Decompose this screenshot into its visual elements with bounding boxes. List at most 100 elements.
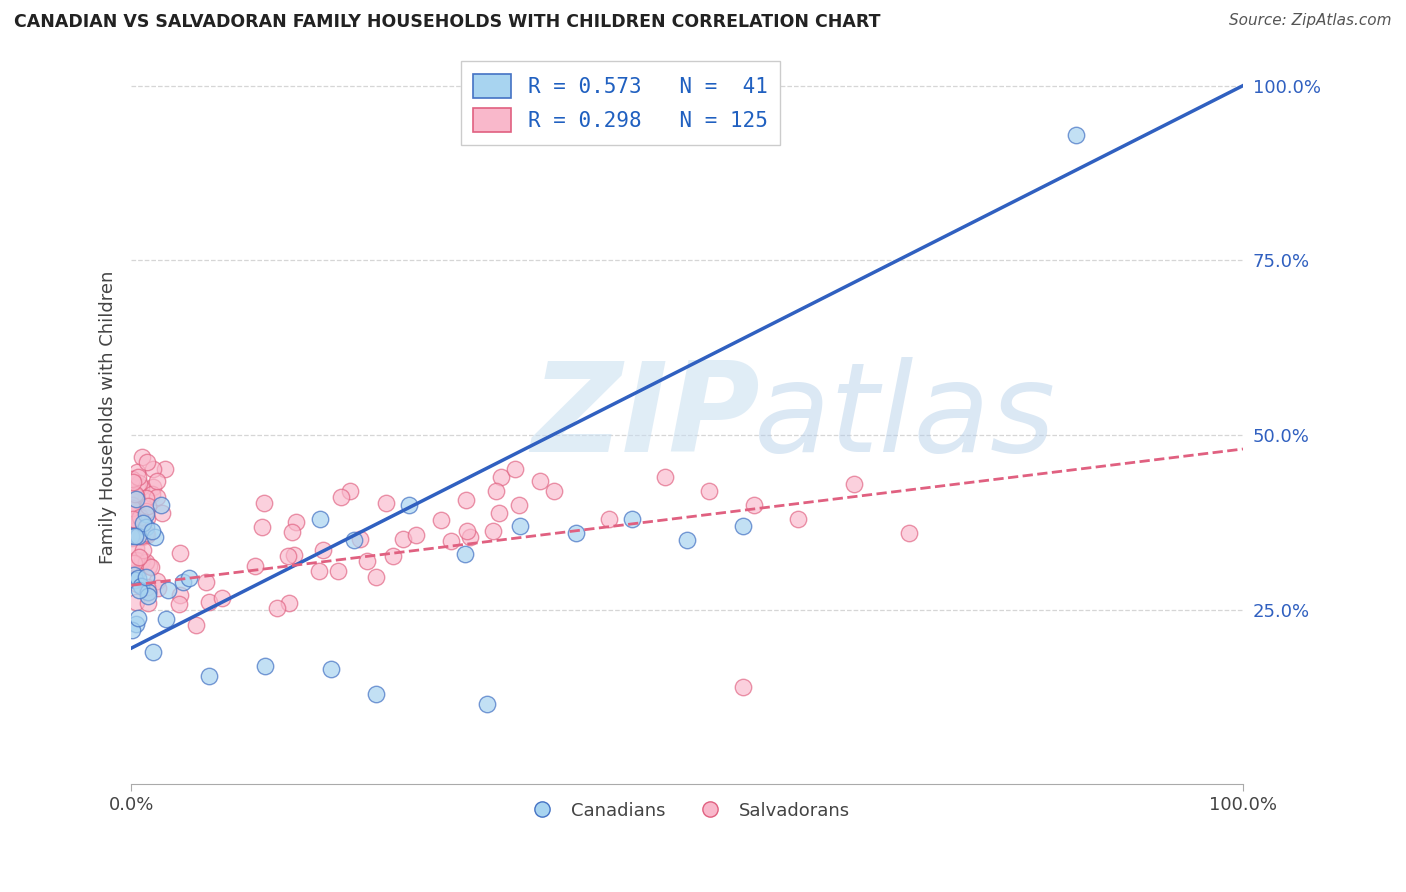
Point xyxy=(124,487,146,501)
Point xyxy=(134,526,156,541)
Point xyxy=(129,480,152,494)
Point xyxy=(529,474,551,488)
Point xyxy=(121,472,143,486)
Point xyxy=(121,498,143,512)
Point xyxy=(475,697,498,711)
Point xyxy=(122,511,145,525)
Point xyxy=(405,528,427,542)
Point xyxy=(124,556,146,570)
Point xyxy=(155,612,177,626)
Point xyxy=(339,484,361,499)
Point xyxy=(131,450,153,465)
Point xyxy=(121,532,143,546)
Point xyxy=(141,462,163,476)
Point xyxy=(129,509,152,524)
Point xyxy=(141,487,163,501)
Point xyxy=(121,623,143,637)
Point xyxy=(125,616,148,631)
Point xyxy=(177,571,200,585)
Point xyxy=(565,525,588,540)
Point xyxy=(124,491,146,506)
Point xyxy=(169,588,191,602)
Point xyxy=(375,496,398,510)
Point xyxy=(489,469,512,483)
Point xyxy=(266,601,288,615)
Point xyxy=(277,549,299,564)
Point xyxy=(280,525,302,540)
Point xyxy=(598,512,620,526)
Point xyxy=(124,573,146,587)
Point xyxy=(135,504,157,518)
Point xyxy=(392,533,415,547)
Point xyxy=(131,530,153,544)
Point xyxy=(132,525,155,540)
Point xyxy=(456,492,478,507)
Point xyxy=(156,583,179,598)
Point xyxy=(398,498,420,512)
Point xyxy=(148,581,170,595)
Point xyxy=(155,462,177,476)
Point xyxy=(898,525,921,540)
Point xyxy=(136,596,159,610)
Point xyxy=(456,524,478,539)
Point xyxy=(141,524,163,538)
Point xyxy=(146,474,169,488)
Point xyxy=(488,506,510,520)
Point xyxy=(136,580,159,594)
Point xyxy=(136,585,159,599)
Point xyxy=(128,549,150,564)
Point xyxy=(169,546,191,560)
Point xyxy=(138,559,160,574)
Point xyxy=(184,618,207,632)
Point xyxy=(132,516,155,530)
Legend: Canadians, Salvadorans: Canadians, Salvadorans xyxy=(516,794,858,827)
Point xyxy=(124,512,146,526)
Point xyxy=(135,491,157,505)
Point xyxy=(125,503,148,517)
Point xyxy=(122,568,145,582)
Point xyxy=(312,542,335,557)
Point xyxy=(731,680,754,694)
Point xyxy=(349,532,371,546)
Point xyxy=(125,514,148,528)
Point xyxy=(124,523,146,537)
Point xyxy=(125,576,148,591)
Point xyxy=(132,542,155,557)
Point xyxy=(253,496,276,510)
Point xyxy=(699,483,721,498)
Point xyxy=(356,554,378,568)
Point xyxy=(124,529,146,543)
Point xyxy=(454,547,477,561)
Point xyxy=(121,566,143,581)
Point xyxy=(125,489,148,503)
Point xyxy=(330,490,353,504)
Point xyxy=(124,566,146,581)
Point xyxy=(278,596,301,610)
Point xyxy=(342,533,364,547)
Point xyxy=(139,560,162,574)
Point xyxy=(128,582,150,597)
Point xyxy=(842,477,865,491)
Point xyxy=(676,533,699,547)
Point xyxy=(509,519,531,533)
Point xyxy=(136,511,159,525)
Point xyxy=(136,585,159,599)
Point xyxy=(253,658,276,673)
Point xyxy=(122,475,145,489)
Point xyxy=(125,595,148,609)
Point xyxy=(129,529,152,543)
Point xyxy=(440,533,463,548)
Point xyxy=(131,553,153,567)
Point xyxy=(128,514,150,528)
Text: Source: ZipAtlas.com: Source: ZipAtlas.com xyxy=(1229,13,1392,29)
Point xyxy=(460,530,482,544)
Point xyxy=(364,570,387,584)
Point xyxy=(121,501,143,516)
Point xyxy=(142,645,165,659)
Point xyxy=(136,527,159,541)
Text: CANADIAN VS SALVADORAN FAMILY HOUSEHOLDS WITH CHILDREN CORRELATION CHART: CANADIAN VS SALVADORAN FAMILY HOUSEHOLDS… xyxy=(14,13,880,31)
Point xyxy=(198,669,221,683)
Point xyxy=(128,475,150,490)
Point xyxy=(167,597,190,611)
Point xyxy=(485,484,508,499)
